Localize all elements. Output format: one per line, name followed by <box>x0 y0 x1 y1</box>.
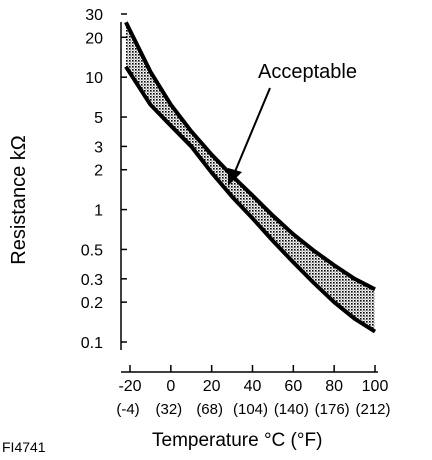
x-tick-label-fahrenheit: (68) <box>196 401 223 418</box>
annotation-acceptable: Acceptable <box>258 61 357 83</box>
y-tick-label: 30 <box>85 7 103 24</box>
y-tick-label: 10 <box>85 70 103 87</box>
x-tick-label-fahrenheit: (32) <box>155 401 182 418</box>
y-tick-label: 1 <box>94 203 103 220</box>
x-tick-label-celsius: 100 <box>362 378 389 395</box>
band-lower-edge <box>124 65 377 334</box>
x-tick-layer: -20 (-4) 0 (32) 20 (68) 40 (104) 60 (140) 80 (176) 1… <box>116 365 391 418</box>
figure-id: FI4741 <box>2 439 46 455</box>
x-tick-label-celsius: 60 <box>284 378 302 395</box>
y-tick-layer: 0.1 0.2 0.3 0.5 1 2 3 5 10 20 30 <box>81 7 127 352</box>
annotation-arrow-head <box>228 168 242 186</box>
x-tick-label-fahrenheit: (176) <box>315 401 350 418</box>
y-tick-label: 0.3 <box>81 272 103 289</box>
x-tick-label-celsius: 0 <box>166 378 175 395</box>
y-tick-label: 5 <box>94 110 103 127</box>
x-tick-label-fahrenheit: (140) <box>274 401 309 418</box>
y-tick-label: 0.5 <box>81 242 103 259</box>
x-tick-label-celsius: -20 <box>118 378 141 395</box>
x-tick-label-fahrenheit: (104) <box>233 401 268 418</box>
acceptable-band-0 <box>125 22 376 332</box>
y-tick-label: 20 <box>85 30 103 47</box>
y-tick-label: 0.2 <box>81 295 103 312</box>
x-tick-label-celsius: 40 <box>244 378 262 395</box>
annotation-arrow-shaft <box>233 87 271 175</box>
x-axis-label: Temperature °C (°F) <box>152 430 322 451</box>
x-tick-label-celsius: 20 <box>203 378 221 395</box>
y-tick-label: 0.1 <box>81 335 103 352</box>
x-tick-label-celsius: 80 <box>325 378 343 395</box>
band-upper-edge <box>124 21 376 292</box>
band-layer <box>124 21 377 334</box>
x-tick-label-fahrenheit: (-4) <box>116 401 139 418</box>
x-tick-label-fahrenheit: (212) <box>355 401 390 418</box>
y-tick-label: 2 <box>94 163 103 180</box>
y-tick-label: 3 <box>94 139 103 156</box>
y-axis-label: Resistance kΩ <box>8 135 30 264</box>
